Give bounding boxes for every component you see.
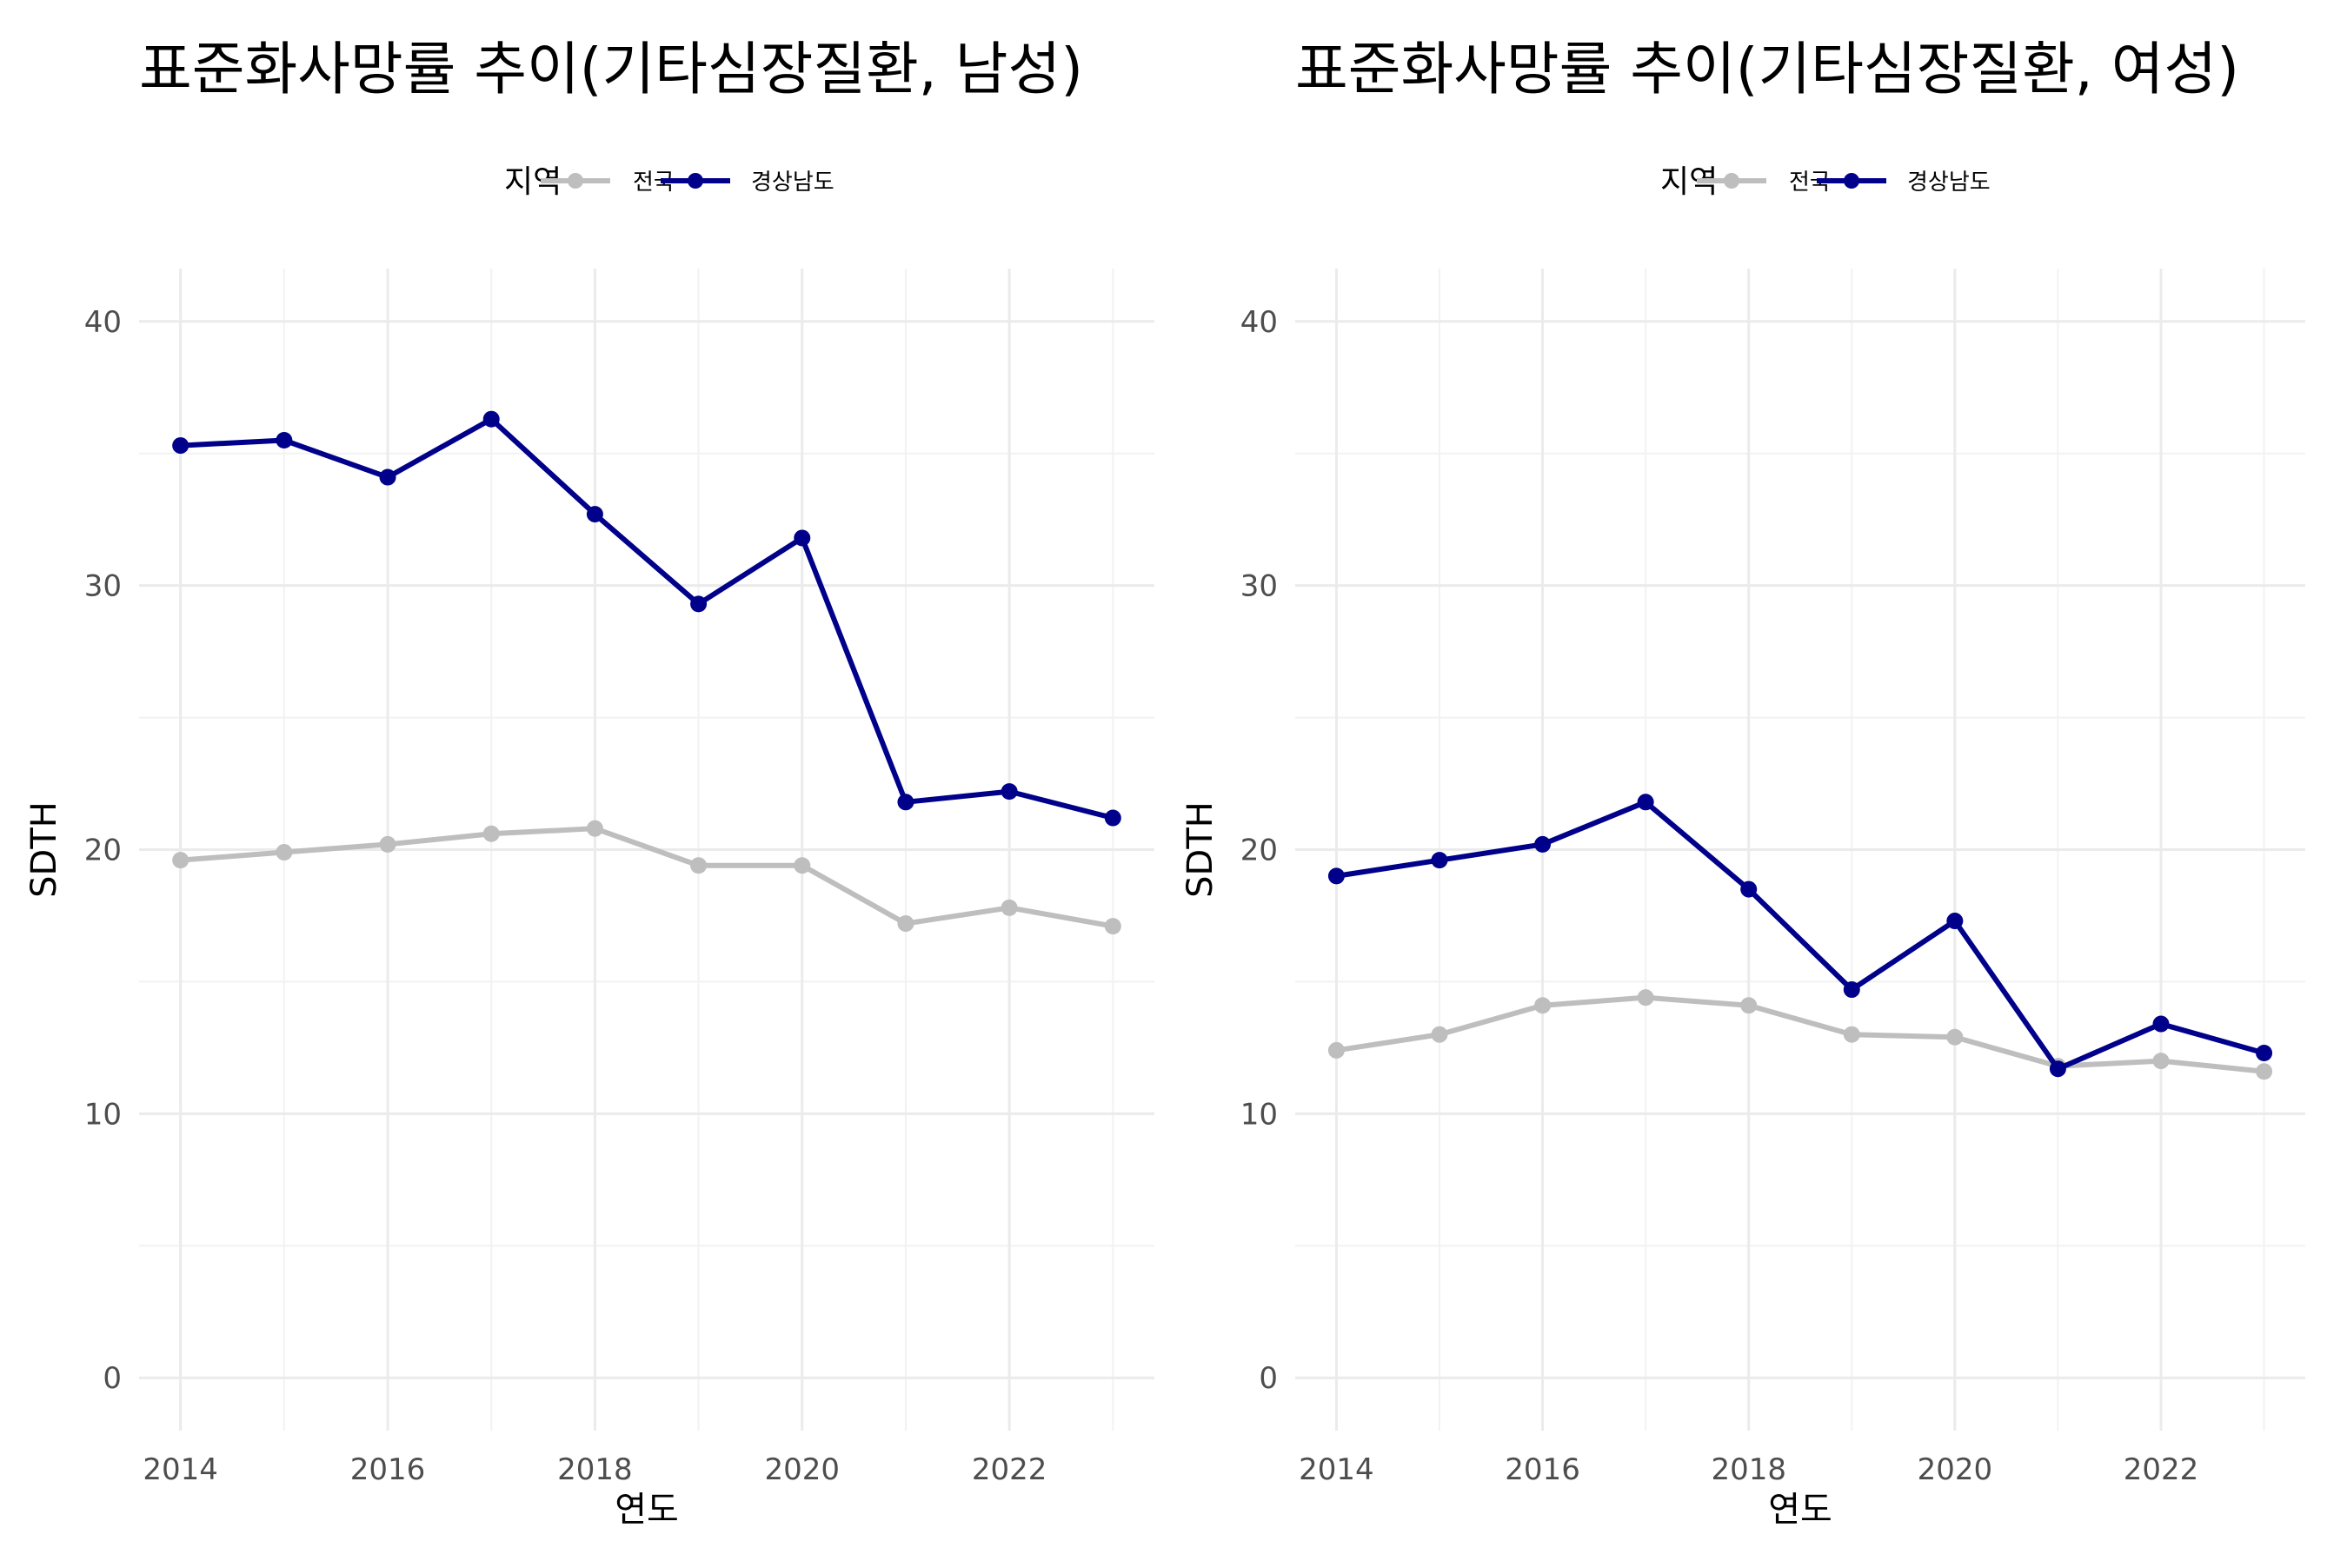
data-point (1740, 880, 1758, 898)
data-point (1843, 981, 1860, 999)
x-tick-label: 2020 (1918, 1452, 1993, 1487)
x-tick-label: 2016 (1505, 1452, 1580, 1487)
data-point (172, 437, 189, 455)
legend-label: 경상남도 (1907, 169, 1991, 196)
legend-label: 경상남도 (751, 169, 834, 196)
data-point (1327, 867, 1345, 885)
y-tick-label: 30 (84, 569, 122, 604)
y-tick-label: 0 (103, 1361, 122, 1396)
x-tick-label: 2016 (350, 1452, 426, 1487)
legend-key-point (568, 173, 583, 189)
data-point (1431, 1026, 1448, 1043)
chart-panel-1: 2014 2016 2018 2020 2022 0 10 20 30 40 표준화사망률 추이(기… (24, 36, 1154, 1530)
y-tick-label: 0 (1259, 1361, 1278, 1396)
x-tick-label: 2018 (557, 1452, 633, 1487)
series-line (177, 416, 1116, 821)
x-tick-label: 2022 (2124, 1452, 2199, 1487)
x-axis-title: 연도 (1768, 1490, 1832, 1530)
data-point (2256, 1044, 2273, 1061)
data-point (1104, 809, 1121, 827)
legend: 지역 전국 경상남도 (1660, 164, 1991, 200)
data-point (1327, 1041, 1345, 1059)
y-tick-label: 40 (84, 305, 122, 340)
legend-key-point (688, 173, 703, 189)
data-point (482, 410, 500, 428)
data-point (2152, 1015, 2170, 1033)
data-point (1534, 997, 1552, 1014)
legend: 지역 전국 경상남도 (504, 164, 834, 200)
data-point (276, 844, 293, 861)
y-tick-label: 10 (1240, 1097, 1278, 1132)
legend-key-point (1724, 173, 1739, 189)
data-point (586, 506, 603, 523)
series-전국 (172, 820, 1121, 935)
data-point (172, 852, 189, 869)
y-tick-label: 40 (1240, 305, 1278, 340)
data-point (1843, 1026, 1860, 1043)
data-point (2152, 1053, 2170, 1070)
chart-panel-2: 2014 2016 2018 2020 2022 0 10 20 30 40 표준화사망률 추이(기… (1180, 36, 2305, 1530)
gridlines (1295, 269, 2305, 1431)
data-point (794, 857, 811, 874)
chart-title: 표준화사망률 추이(기타심장질환, 여성) (1295, 36, 2239, 103)
data-point (1001, 899, 1018, 916)
data-point (1946, 913, 1964, 930)
x-tick-label: 2020 (765, 1452, 841, 1487)
data-point (1104, 918, 1121, 935)
data-point (897, 915, 914, 933)
chart-title: 표준화사망률 추이(기타심장질환, 남성) (139, 36, 1083, 103)
y-tick-label: 20 (1240, 834, 1278, 868)
y-tick-label: 20 (84, 834, 122, 868)
data-point (482, 825, 500, 842)
series-line (177, 826, 1116, 929)
data-point (794, 529, 811, 547)
data-point (379, 835, 396, 853)
x-tick-label: 2022 (972, 1452, 1047, 1487)
data-point (1534, 835, 1552, 853)
data-point (276, 432, 293, 449)
data-point (1637, 794, 1654, 811)
data-point (1740, 997, 1758, 1014)
data-point (379, 468, 396, 486)
data-point (1431, 852, 1448, 869)
x-tick-label: 2014 (143, 1452, 218, 1487)
data-point (1001, 783, 1018, 801)
y-axis-title: SDTH (24, 801, 64, 898)
y-tick-label: 30 (1240, 569, 1278, 604)
data-point (1946, 1028, 1964, 1046)
y-axis-title: SDTH (1180, 801, 1220, 898)
y-tick-label: 10 (84, 1097, 122, 1132)
data-point (2256, 1063, 2273, 1080)
data-point (2049, 1060, 2066, 1078)
legend-key-point (1844, 173, 1859, 189)
x-tick-label: 2014 (1299, 1452, 1374, 1487)
x-tick-label: 2018 (1711, 1452, 1786, 1487)
data-point (586, 820, 603, 837)
data-point (1637, 989, 1654, 1007)
data-point (897, 794, 914, 811)
data-point (690, 857, 708, 874)
series-line (1333, 994, 2267, 1074)
series-경상남도 (1327, 794, 2273, 1078)
data-point (690, 595, 708, 613)
series-경상남도 (172, 410, 1121, 827)
x-axis-title: 연도 (615, 1490, 679, 1530)
series-line (1333, 799, 2267, 1072)
